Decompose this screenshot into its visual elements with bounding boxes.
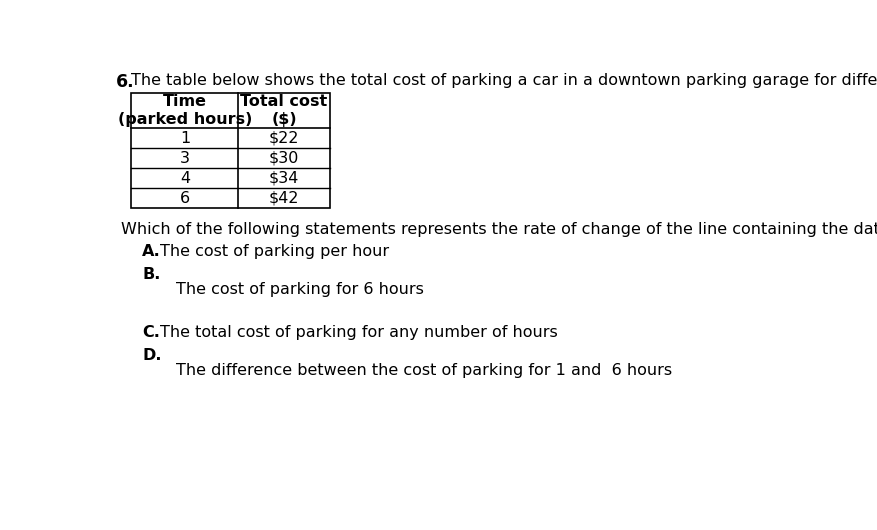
- Text: B.: B.: [142, 267, 160, 282]
- Text: The cost of parking per hour: The cost of parking per hour: [160, 244, 389, 259]
- Text: The difference between the cost of parking for 1 and  6 hours: The difference between the cost of parki…: [175, 363, 671, 378]
- Text: $30: $30: [268, 151, 299, 166]
- Text: Which of the following statements represents the rate of change of the line cont: Which of the following statements repres…: [120, 222, 877, 237]
- Text: The cost of parking for 6 hours: The cost of parking for 6 hours: [175, 282, 423, 297]
- Text: C.: C.: [142, 325, 160, 340]
- Text: 3: 3: [180, 151, 189, 166]
- Text: D.: D.: [142, 348, 161, 363]
- Text: A.: A.: [142, 244, 160, 259]
- Text: $34: $34: [268, 171, 299, 186]
- Text: Total cost
($): Total cost ($): [240, 94, 327, 127]
- Text: The total cost of parking for any number of hours: The total cost of parking for any number…: [160, 325, 557, 340]
- Text: The table below shows the total cost of parking a car in a downtown parking gara: The table below shows the total cost of …: [132, 73, 877, 88]
- Text: Time
(parked hours): Time (parked hours): [118, 94, 252, 127]
- Text: $22: $22: [268, 131, 299, 146]
- Text: 4: 4: [180, 171, 189, 186]
- Text: $42: $42: [268, 191, 299, 206]
- Text: 6.: 6.: [116, 73, 134, 91]
- Text: 6: 6: [180, 191, 189, 206]
- Bar: [132, 93, 330, 208]
- Text: 1: 1: [180, 131, 189, 146]
